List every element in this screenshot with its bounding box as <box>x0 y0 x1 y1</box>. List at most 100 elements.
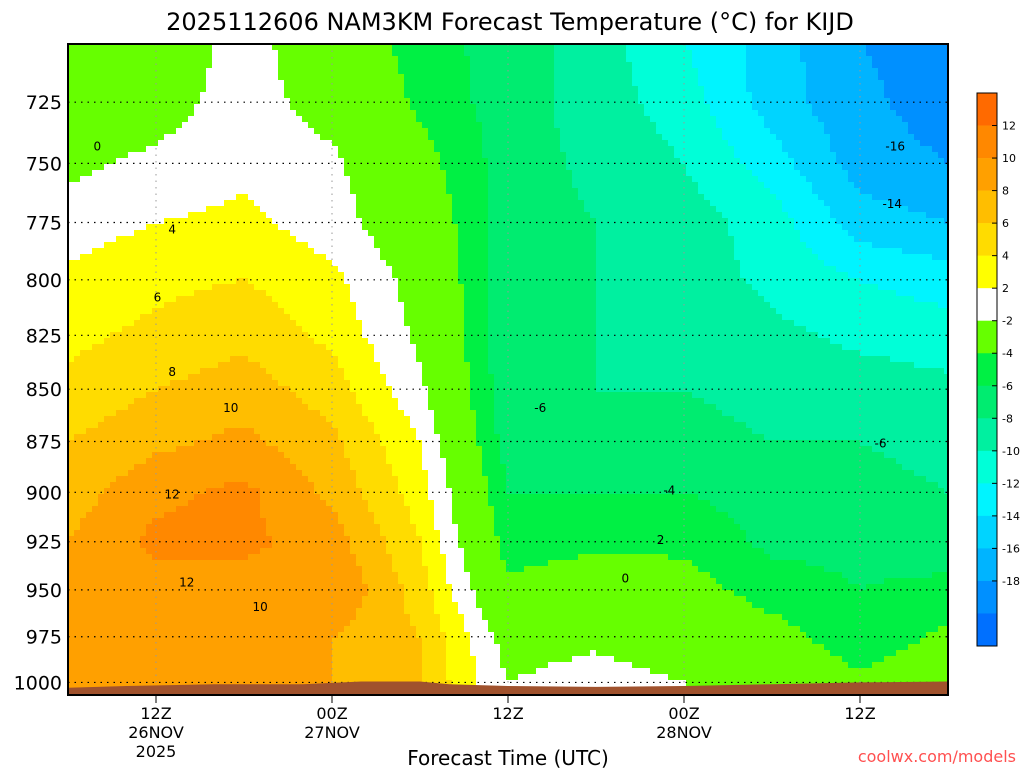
temperature-cell <box>488 128 495 135</box>
temperature-cell <box>272 110 279 117</box>
temperature-cell <box>416 218 423 225</box>
temperature-cell <box>650 188 657 195</box>
temperature-cell <box>488 230 495 237</box>
temperature-cell <box>866 194 873 201</box>
temperature-cell <box>734 134 741 141</box>
temperature-cell <box>812 50 819 57</box>
temperature-cell <box>194 44 201 51</box>
temperature-cell <box>128 116 135 123</box>
temperature-cell <box>194 218 201 225</box>
temperature-cell <box>512 74 519 81</box>
temperature-cell <box>530 242 537 249</box>
temperature-cell <box>326 206 333 213</box>
temperature-cell <box>686 188 693 195</box>
temperature-cell <box>800 182 807 189</box>
temperature-cell <box>662 110 669 117</box>
temperature-cell <box>788 152 795 159</box>
temperature-cell <box>410 200 417 207</box>
temperature-cell <box>752 212 759 219</box>
temperature-cell <box>488 62 495 69</box>
temperature-cell <box>158 182 165 189</box>
temperature-cell <box>554 242 561 249</box>
temperature-cell <box>770 236 777 243</box>
temperature-cell <box>842 86 849 93</box>
temperature-cell <box>272 170 279 177</box>
temperature-cell <box>374 80 381 87</box>
temperature-cell <box>164 86 171 93</box>
temperature-cell <box>584 92 591 99</box>
temperature-cell <box>746 92 753 99</box>
temperature-cell <box>158 74 165 81</box>
temperature-cell <box>776 92 783 99</box>
temperature-cell <box>530 164 537 171</box>
temperature-cell <box>248 50 255 57</box>
temperature-cell <box>272 44 279 51</box>
temperature-cell <box>698 188 705 195</box>
temperature-cell <box>902 188 909 195</box>
temperature-cell <box>770 194 777 201</box>
temperature-cell <box>710 194 717 201</box>
temperature-cell <box>656 44 663 51</box>
temperature-cell <box>830 188 837 195</box>
temperature-cell <box>674 104 681 111</box>
temperature-cell <box>338 146 345 153</box>
temperature-cell <box>524 230 531 237</box>
temperature-cell <box>668 212 675 219</box>
temperature-cell <box>812 86 819 93</box>
temperature-cell <box>656 80 663 87</box>
temperature-cell <box>356 86 363 93</box>
temperature-cell <box>176 122 183 129</box>
temperature-cell <box>812 134 819 141</box>
temperature-cell <box>422 116 429 123</box>
temperature-cell <box>374 224 381 231</box>
temperature-cell <box>440 56 447 63</box>
temperature-cell <box>836 176 843 183</box>
temperature-cell <box>632 104 639 111</box>
temperature-cell <box>392 44 399 51</box>
temperature-cell <box>890 104 897 111</box>
temperature-cell <box>938 68 945 75</box>
temperature-cell <box>512 92 519 99</box>
temperature-cell <box>278 86 285 93</box>
temperature-cell <box>122 110 129 117</box>
temperature-cell <box>86 230 93 237</box>
temperature-cell <box>278 200 285 207</box>
temperature-cell <box>794 176 801 183</box>
temperature-cell <box>362 194 369 201</box>
temperature-cell <box>446 236 453 243</box>
temperature-cell <box>404 122 411 129</box>
temperature-cell <box>494 104 501 111</box>
temperature-cell <box>176 116 183 123</box>
temperature-cell <box>98 56 105 63</box>
temperature-cell <box>800 230 807 237</box>
temperature-cell <box>662 104 669 111</box>
temperature-cell <box>788 194 795 201</box>
temperature-cell <box>770 110 777 117</box>
temperature-cell <box>170 158 177 165</box>
temperature-cell <box>728 104 735 111</box>
temperature-cell <box>842 170 849 177</box>
temperature-cell <box>122 50 129 57</box>
temperature-cell <box>920 122 927 129</box>
temperature-cell <box>80 128 87 135</box>
temperature-cell <box>728 44 735 51</box>
temperature-cell <box>338 80 345 87</box>
temperature-cell <box>464 182 471 189</box>
temperature-cell <box>866 110 873 117</box>
temperature-cell <box>164 194 171 201</box>
temperature-cell <box>782 158 789 165</box>
temperature-cell <box>458 92 465 99</box>
temperature-cell <box>158 98 165 105</box>
temperature-cell <box>488 194 495 201</box>
temperature-cell <box>146 212 153 219</box>
temperature-cell <box>188 236 195 243</box>
temperature-cell <box>506 98 513 105</box>
temperature-cell <box>428 236 435 243</box>
temperature-cell <box>638 146 645 153</box>
temperature-cell <box>470 56 477 63</box>
temperature-cell <box>728 50 735 57</box>
temperature-cell <box>308 80 315 87</box>
temperature-cell <box>770 170 777 177</box>
temperature-cell <box>824 134 831 141</box>
temperature-cell <box>410 152 417 159</box>
